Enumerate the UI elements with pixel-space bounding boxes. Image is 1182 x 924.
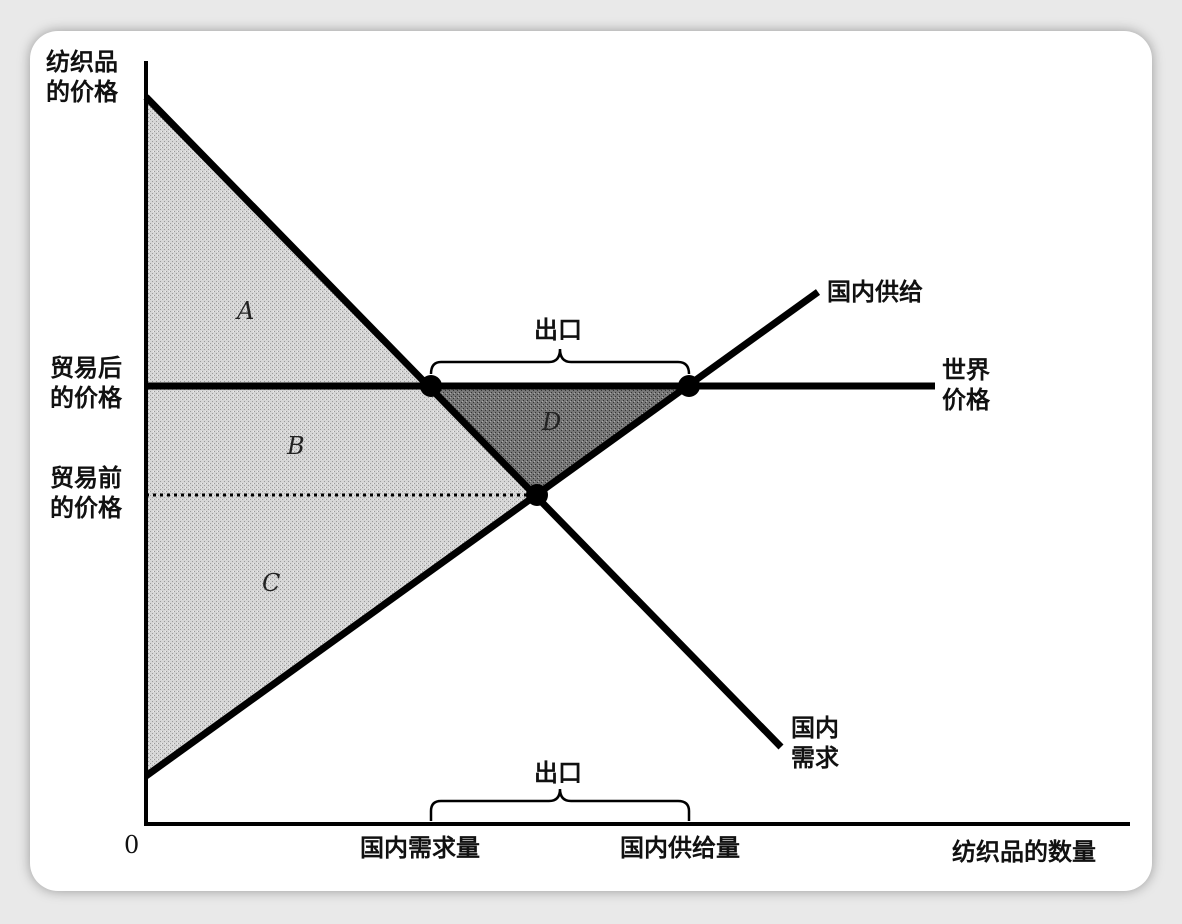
region-a-label: A: [237, 297, 255, 325]
quantity-demanded-label: 国内需求量: [360, 834, 480, 862]
exports-label-top: 出口: [534, 316, 582, 344]
domestic-demand-curve: [143, 94, 784, 750]
point-quantity-supplied: [678, 375, 700, 397]
exports-brace-top: [429, 348, 691, 375]
y-axis-label: 纺织品 的价格: [46, 47, 118, 107]
domestic-supply-curve: [143, 289, 821, 779]
shaded-region-d: [431, 386, 689, 495]
shaded-region-abc: [146, 97, 537, 776]
domestic-demand-line2: 需求: [791, 744, 839, 772]
exports-label-bottom: 出口: [534, 759, 582, 787]
exports-brace-bottom: [429, 788, 691, 821]
diagram-card: 纺织品 的价格 贸易后 的价格 贸易前 的价格 世界 价格 国内供给 国内 需求…: [30, 31, 1152, 891]
price-before-trade-line1: 贸易前: [50, 464, 122, 492]
world-price-line2: 价格: [942, 386, 990, 414]
point-quantity-demanded: [420, 375, 442, 397]
price-after-trade-line2: 的价格: [50, 384, 122, 412]
quantity-supplied-label: 国内供给量: [620, 834, 740, 862]
price-before-trade-label: 贸易前 的价格: [50, 463, 122, 523]
price-after-trade-line1: 贸易后: [50, 354, 122, 382]
price-after-trade-label: 贸易后 的价格: [50, 353, 122, 413]
domestic-demand-label: 国内 需求: [791, 713, 839, 773]
world-price-line1: 世界: [942, 356, 990, 384]
region-b-label: B: [287, 432, 305, 460]
domestic-supply-label: 国内供给: [827, 278, 923, 306]
point-pre-trade-equilibrium: [526, 484, 548, 506]
price-before-trade-line2: 的价格: [50, 494, 122, 522]
domestic-demand-line1: 国内: [791, 714, 839, 742]
world-price-label: 世界 价格: [942, 355, 990, 415]
y-axis-label-line1: 纺织品: [46, 48, 118, 76]
region-c-label: C: [262, 569, 281, 597]
diagram-svg: [143, 61, 1130, 826]
x-axis-label: 纺织品的数量: [952, 838, 1096, 866]
region-d-label: D: [542, 408, 562, 436]
y-axis-label-line2: 的价格: [46, 78, 118, 106]
origin-label: 0: [124, 831, 140, 859]
